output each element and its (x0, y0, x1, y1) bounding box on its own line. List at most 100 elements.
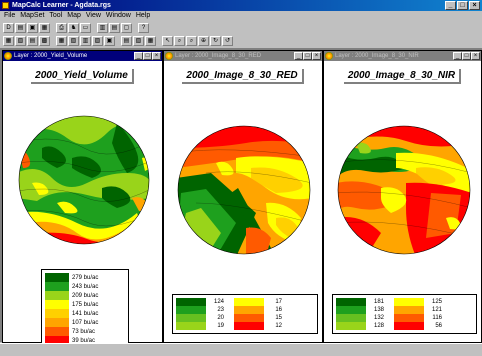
layer-title: Layer : 2000_Image_8_30_RED (175, 53, 262, 59)
map-legend: 279 bu/ac 243 bu/ac 209 bu/ac 175 bu/ac … (41, 269, 129, 349)
status-bar (0, 343, 482, 356)
app-titlebar[interactable]: MapCalc Learner - Agdata.rgs _ □ × (0, 0, 482, 11)
overlay-icon[interactable]: ▧ (133, 36, 144, 46)
help-icon[interactable]: ? (138, 23, 149, 33)
menu-tool[interactable]: Tool (49, 12, 63, 19)
map-heading: 2000_Image_8_30_NIR (324, 69, 481, 84)
legend-label: 138 (373, 307, 384, 313)
layer-icon (4, 52, 12, 60)
map-heading: 2000_Yield_Volume (3, 69, 162, 84)
legend-label: 16 (275, 307, 282, 313)
pointer-icon[interactable]: ↖ (162, 36, 173, 46)
legend-label: 15 (275, 315, 282, 321)
close-button[interactable]: × (469, 1, 480, 10)
layer-window-yield[interactable]: Layer : 2000_Yield_Volume _ □ × 2000_Yie… (2, 50, 163, 349)
menu-view[interactable]: View (85, 12, 101, 19)
layer-minimize-button[interactable]: _ (294, 52, 303, 60)
app-title: MapCalc Learner - Agdata.rgs (12, 2, 111, 9)
lattice-icon[interactable]: ▩ (39, 36, 50, 46)
red-image-map[interactable] (176, 123, 312, 257)
legend-label: 128 (373, 323, 384, 329)
pan-icon[interactable]: ⊕ (198, 36, 209, 46)
layer-maximize-button[interactable]: □ (462, 52, 471, 60)
map-title: 2000_Image_8_30_RED (182, 69, 304, 84)
legend-label: 39 bu/ac (72, 337, 96, 344)
new-file-icon[interactable]: D (3, 23, 14, 33)
tile-horizontal-icon[interactable]: ▤ (109, 23, 120, 33)
layer-close-button[interactable]: × (471, 52, 480, 60)
rotate-icon[interactable]: ↻ (210, 36, 221, 46)
legend-label: 125 (431, 299, 442, 305)
map-legend: 124 23 20 19 17 16 15 12 (172, 294, 318, 334)
chart-icon[interactable]: ▭ (80, 23, 91, 33)
layer-titlebar[interactable]: Layer : 2000_Yield_Volume _ □ × (3, 51, 162, 61)
open-folder-icon[interactable]: ▤ (15, 23, 26, 33)
tile-vertical-icon[interactable]: ▢ (121, 23, 132, 33)
legend-label: 124 (213, 299, 224, 305)
save-icon[interactable]: ▣ (27, 23, 38, 33)
menu-map[interactable]: Map (67, 12, 81, 19)
zoom-out-icon[interactable]: ⌕ (186, 36, 197, 46)
table-icon[interactable]: ▤ (121, 36, 132, 46)
layer-minimize-button[interactable]: _ (453, 52, 462, 60)
layer-minimize-button[interactable]: _ (134, 52, 143, 60)
legend-label: 56 (435, 323, 442, 329)
map-toolbar: ▦ ▧ ▤ ▩ ▦ ▧ ▥ ▨ ▣ ▤ ▧ ▦ ↖ ⌕ ⌕ ⊕ ↻ ↺ (0, 35, 482, 47)
menu-help[interactable]: Help (135, 12, 151, 19)
layer-close-button[interactable]: × (312, 52, 321, 60)
layer-title: Layer : 2000_Image_8_30_NIR (335, 53, 419, 59)
menu-window[interactable]: Window (105, 12, 131, 19)
layer-icon (325, 52, 333, 60)
contour-icon[interactable]: ▧ (68, 36, 79, 46)
legend-label: 73 bu/ac (72, 328, 96, 335)
layer-maximize-button[interactable]: □ (303, 52, 312, 60)
minimize-button[interactable]: _ (445, 1, 456, 10)
app-icon (2, 2, 9, 9)
legend-label: 175 bu/ac (72, 301, 99, 308)
legend-label: 116 (432, 315, 442, 321)
legend-label: 209 bu/ac (72, 292, 99, 299)
cascade-icon[interactable]: ▥ (97, 23, 108, 33)
legend-label: 20 (217, 315, 224, 321)
shade-icon[interactable]: ▨ (92, 36, 103, 46)
layer-window-red[interactable]: Layer : 2000_Image_8_30_RED _ □ × 2000_I… (163, 50, 323, 343)
legend-label: 279 bu/ac (72, 274, 99, 281)
legend-label: 23 (217, 307, 224, 313)
bar-chart-icon[interactable]: ▣ (104, 36, 115, 46)
reset-icon[interactable]: ↺ (222, 36, 233, 46)
legend-label: 132 (373, 315, 384, 321)
map-legend: 181 138 132 128 125 121 116 56 (332, 294, 477, 334)
maximize-button[interactable]: □ (457, 1, 468, 10)
layer-icon (165, 52, 173, 60)
nir-image-map[interactable] (336, 123, 472, 257)
standard-toolbar: D ▤ ▣ ▦ ⎙ ♞ ▭ ▥ ▤ ▢ ? (0, 22, 482, 34)
legend-icon[interactable]: ▥ (80, 36, 91, 46)
layer-close-button[interactable]: × (152, 52, 161, 60)
yield-map[interactable] (17, 113, 151, 247)
legend-label: 181 (373, 299, 384, 305)
menu-file[interactable]: File (4, 12, 16, 19)
map-heading: 2000_Image_8_30_RED (164, 69, 322, 84)
legend-label: 121 (431, 307, 442, 313)
zoom-in-icon[interactable]: ⌕ (174, 36, 185, 46)
map-2d-icon[interactable]: ▦ (3, 36, 14, 46)
map-title: 2000_Yield_Volume (31, 69, 134, 84)
layer-title: Layer : 2000_Yield_Volume (14, 53, 88, 59)
layer-titlebar[interactable]: Layer : 2000_Image_8_30_RED _ □ × (164, 51, 322, 61)
layer-window-nir[interactable]: Layer : 2000_Image_8_30_NIR _ □ × 2000_I… (323, 50, 482, 343)
color-ramp-icon[interactable]: ▦ (56, 36, 67, 46)
grid-icon[interactable]: ▤ (27, 36, 38, 46)
legend-label: 107 bu/ac (72, 319, 99, 326)
menu-mapset[interactable]: MapSet (20, 12, 45, 19)
map-title: 2000_Image_8_30_NIR (343, 69, 462, 84)
save-as-icon[interactable]: ▦ (39, 23, 50, 33)
menu-bar: File MapSet Tool Map View Window Help (0, 11, 482, 21)
legend-label: 12 (275, 323, 282, 329)
print-icon[interactable]: ⎙ (56, 23, 67, 33)
layer-maximize-button[interactable]: □ (143, 52, 152, 60)
legend-label: 17 (275, 299, 282, 305)
layer-icon[interactable]: ▦ (145, 36, 156, 46)
layer-titlebar[interactable]: Layer : 2000_Image_8_30_NIR _ □ × (324, 51, 481, 61)
map-3d-icon[interactable]: ▧ (15, 36, 26, 46)
binoculars-icon[interactable]: ♞ (68, 23, 79, 33)
